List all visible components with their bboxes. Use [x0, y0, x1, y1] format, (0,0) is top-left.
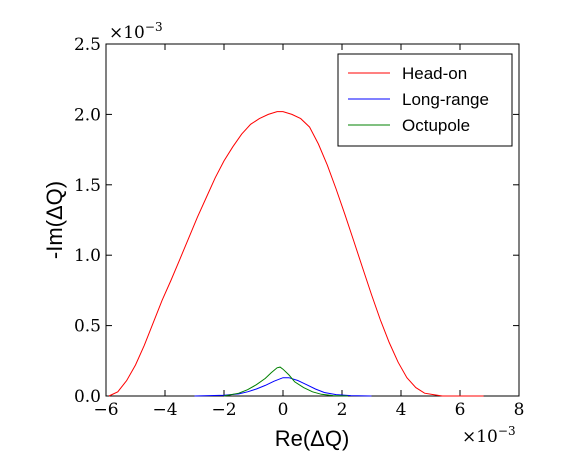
- y-tick-label: 0.0: [74, 387, 101, 407]
- legend-box: [337, 53, 513, 147]
- x-tick-label: 0: [278, 400, 289, 420]
- y-tick-label: 2.0: [74, 105, 101, 125]
- y-multiplier: ×10−3: [109, 20, 163, 43]
- y-tick-label: 1.5: [74, 176, 101, 196]
- x-tick-label: 4: [396, 400, 407, 420]
- x-tick-label: −2: [211, 400, 236, 420]
- series-line-octupole: [223, 366, 348, 397]
- x-tick-label: 2: [337, 400, 348, 420]
- series-line-long-range: [194, 377, 372, 397]
- legend-label: Long-range: [402, 90, 489, 109]
- y-tick-label: 2.5: [74, 35, 101, 55]
- x-axis-label: Re(ΔQ): [275, 426, 350, 451]
- series-lines: [108, 111, 484, 397]
- x-axis-ticks: −6 −4 −2 0 2 4 6 8: [93, 44, 524, 420]
- x-tick-label: −4: [152, 400, 177, 420]
- y-axis-label: -Im(ΔQ): [42, 181, 67, 259]
- series-line-head-on: [108, 111, 484, 397]
- legend: Head-on Long-range Octupole: [337, 53, 513, 147]
- legend-label: Octupole: [402, 116, 470, 135]
- y-tick-label: 1.0: [74, 246, 101, 266]
- x-tick-label: 6: [455, 400, 466, 420]
- y-tick-label: 0.5: [74, 317, 101, 337]
- legend-label: Head-on: [402, 64, 467, 83]
- y-axis-ticks: 0.0 0.5 1.0 1.5 2.0 2.5: [74, 35, 519, 407]
- x-multiplier: ×10−3: [462, 424, 516, 447]
- x-tick-label: −6: [93, 400, 118, 420]
- x-tick-label: 8: [514, 400, 525, 420]
- plot-frame: [105, 43, 520, 397]
